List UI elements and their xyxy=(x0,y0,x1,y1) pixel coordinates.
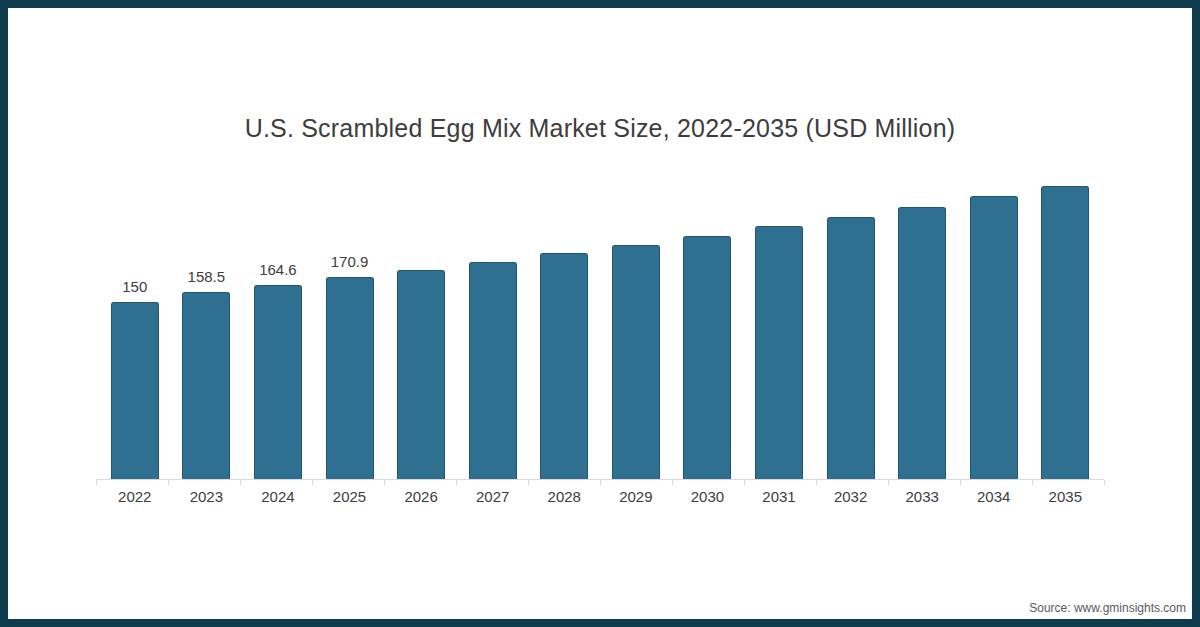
x-tick-label-2031: 2031 xyxy=(743,488,815,505)
bar-slot-2033 xyxy=(886,172,958,479)
x-tick-label-2022: 2022 xyxy=(99,488,171,505)
bar-2025 xyxy=(326,277,374,479)
chart-title: U.S. Scrambled Egg Mix Market Size, 2022… xyxy=(0,114,1200,143)
axis-tick xyxy=(1032,480,1033,485)
axis-tick xyxy=(456,480,457,485)
data-label-2023: 158.5 xyxy=(188,268,226,285)
axis-tick xyxy=(960,480,961,485)
bar-slot-2034 xyxy=(958,172,1030,479)
x-tick-label-2028: 2028 xyxy=(528,488,600,505)
bar-2029 xyxy=(612,245,660,479)
axis-tick xyxy=(600,480,601,485)
axis-tick xyxy=(888,480,889,485)
bar-2026 xyxy=(397,270,445,479)
bar-slot-2025: 170.9 xyxy=(314,172,386,479)
bar-2030 xyxy=(683,236,731,479)
bar-2031 xyxy=(755,226,803,479)
data-label-2025: 170.9 xyxy=(331,253,369,270)
x-tick-label-2029: 2029 xyxy=(600,488,672,505)
bar-2034 xyxy=(970,196,1018,479)
axis-tick xyxy=(96,480,97,485)
x-tick-label-2033: 2033 xyxy=(886,488,958,505)
x-tick-label-2025: 2025 xyxy=(314,488,386,505)
x-tick-label-2027: 2027 xyxy=(457,488,529,505)
bar-2035 xyxy=(1041,186,1089,479)
bar-slot-2023: 158.5 xyxy=(171,172,243,479)
bar-slot-2030 xyxy=(672,172,744,479)
bar-2027 xyxy=(469,262,517,479)
axis-tick xyxy=(168,480,169,485)
bar-slot-2026 xyxy=(385,172,457,479)
bar-2032 xyxy=(827,217,875,479)
bar-slot-2031 xyxy=(743,172,815,479)
bar-slot-2032 xyxy=(815,172,887,479)
x-tick-label-2023: 2023 xyxy=(171,488,243,505)
axis-tick xyxy=(1104,480,1105,485)
bar-slot-2024: 164.6 xyxy=(242,172,314,479)
bar-slot-2027 xyxy=(457,172,529,479)
x-tick-label-2035: 2035 xyxy=(1030,488,1102,505)
axis-tick xyxy=(672,480,673,485)
bar-slot-2035 xyxy=(1030,172,1102,479)
bar-slot-2028 xyxy=(528,172,600,479)
x-tick-label-2024: 2024 xyxy=(242,488,314,505)
bar-slot-2029 xyxy=(600,172,672,479)
axis-tick xyxy=(240,480,241,485)
bar-2024 xyxy=(254,285,302,479)
bar-2033 xyxy=(898,207,946,479)
bar-2023 xyxy=(182,292,230,479)
bar-slot-2022: 150 xyxy=(99,172,171,479)
data-label-2024: 164.6 xyxy=(259,261,297,278)
axis-tick xyxy=(312,480,313,485)
axis-tick xyxy=(744,480,745,485)
data-label-2022: 150 xyxy=(122,278,147,295)
axis-tick xyxy=(384,480,385,485)
x-tick-label-2032: 2032 xyxy=(815,488,887,505)
x-axis-labels: 2022202320242025202620272028202920302031… xyxy=(99,488,1101,505)
bar-2022 xyxy=(111,302,159,479)
x-tick-label-2030: 2030 xyxy=(672,488,744,505)
x-tick-label-2026: 2026 xyxy=(385,488,457,505)
axis-tick xyxy=(816,480,817,485)
axis-tick xyxy=(528,480,529,485)
source-attribution: Source: www.gminsights.com xyxy=(1029,601,1186,615)
bar-chart: 150 158.5 164.6 170.9 xyxy=(99,172,1101,479)
x-tick-label-2034: 2034 xyxy=(958,488,1030,505)
bar-2028 xyxy=(540,253,588,479)
